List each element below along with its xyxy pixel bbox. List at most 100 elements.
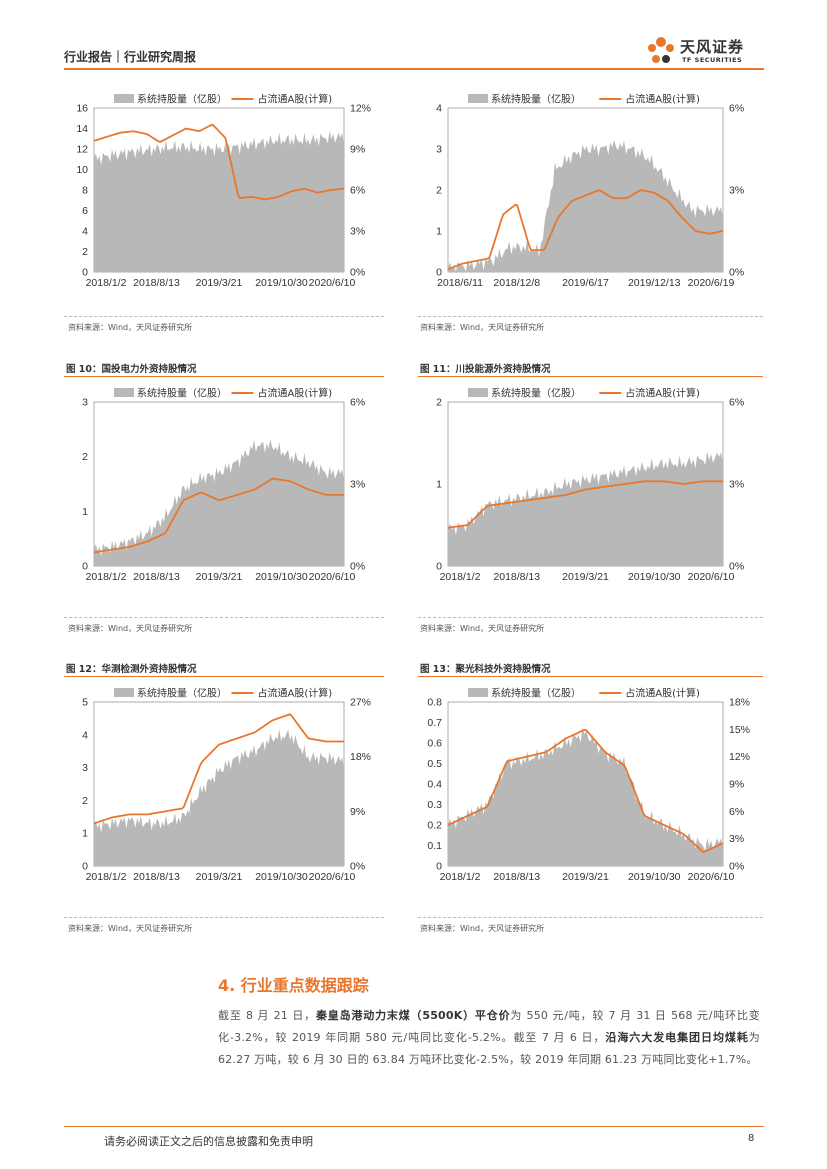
y-tick-label: 16 — [76, 103, 88, 115]
source-rule — [64, 917, 384, 918]
series-area-holdings — [448, 140, 723, 272]
chart-svg: 0 0.1 0.2 0.3 0.4 0.5 0.6 0.7 0.8 0% 3% 6% 9% 12% 15% 1… — [427, 687, 750, 884]
chart-top-right: 0 1 2 3 4 0% 3% 6% 2018/6/11 2018/12/8 2019/6/17 20… — [418, 90, 763, 300]
source-note: 资料来源：Wind，天风证券研究所 — [420, 924, 545, 933]
series-line-ratio — [447, 189, 724, 271]
y-tick-label: 0.3 — [427, 799, 442, 811]
y2-tick-label: 0% — [729, 267, 744, 279]
x-tick-label: 2018/1/2 — [86, 571, 127, 583]
chart-figure-12: 0 1 2 3 4 5 0% 9% 18% 27% 2018/1/2 2018/8/13 2019/3/… — [64, 684, 384, 894]
x-tick-label: 2018/8/13 — [133, 571, 180, 583]
y-tick-label: 2 — [82, 246, 88, 258]
y-tick-label: 3 — [82, 397, 88, 409]
chart-svg: 0 1 2 0% 3% 6% 2018/1/2 2018/8/13 2019/3/21 2019/… — [436, 387, 744, 584]
legend-label: 占流通A股(计算) — [258, 93, 333, 106]
chart-svg: 0 1 2 3 0% 3% 6% 2018/1/2 2018/8/13 2019/3/21 2019… — [82, 387, 365, 584]
y2-tick-label: 0% — [729, 561, 744, 573]
legend-swatch-area — [114, 94, 134, 103]
section-title: 4. 行业重点数据跟踪 — [218, 976, 369, 995]
y-tick-label: 5 — [82, 697, 88, 709]
logo-subtitle: TF SECURITIES — [682, 56, 743, 64]
legend-label: 占流通A股(计算) — [625, 93, 700, 106]
bold-text-run: 沿海六大发电集团日均煤耗 — [605, 1031, 749, 1044]
x-tick-label: 2018/1/2 — [440, 571, 481, 583]
x-tick-label: 2020/6/10 — [309, 571, 356, 583]
y-tick-label: 0.6 — [427, 738, 442, 750]
y-tick-label: 0 — [436, 267, 442, 279]
series-area-holdings — [94, 728, 344, 866]
y2-tick-label: 6% — [729, 103, 744, 115]
y-tick-label: 0 — [436, 561, 442, 573]
series-line-ratio — [447, 480, 723, 529]
y2-tick-label: 27% — [350, 697, 371, 709]
source-rule — [418, 617, 763, 618]
series-area-holdings — [448, 728, 723, 866]
y-tick-label: 0 — [82, 561, 88, 573]
chart-figure-10: 0 1 2 3 0% 3% 6% 2018/1/2 2018/8/13 2019/3/21 2019… — [64, 384, 384, 594]
y-tick-label: 0 — [82, 861, 88, 873]
legend-label: 占流通A股(计算) — [625, 687, 700, 700]
y2-tick-label: 12% — [729, 751, 750, 763]
source-rule — [64, 316, 384, 317]
y-tick-label: 14 — [76, 123, 88, 135]
y-tick-label: 2 — [82, 795, 88, 807]
y-tick-label: 0 — [436, 861, 442, 873]
figure-rule — [418, 376, 763, 377]
x-tick-label: 2020/6/10 — [309, 871, 356, 883]
figure-rule — [64, 676, 384, 677]
y-tick-label: 0.8 — [427, 697, 442, 709]
y2-tick-label: 6% — [350, 397, 365, 409]
y-tick-label: 0.1 — [427, 840, 442, 852]
source-note: 资料来源：Wind，天风证券研究所 — [68, 924, 193, 933]
chart-top-left: 0 2 4 6 8 10 12 14 16 0% 3% 6% 9% 12% 2018/1/2 2018/8/1… — [64, 90, 384, 300]
section-paragraph: 截至 8 月 21 日，秦皇岛港动力末煤（5500K）平仓价为 550 元/吨，… — [218, 1005, 760, 1071]
y-tick-label: 4 — [436, 103, 442, 115]
legend-label: 占流通A股(计算) — [258, 687, 333, 700]
x-tick-label: 2019/3/21 — [562, 871, 609, 883]
legend-label: 占流通A股(计算) — [258, 387, 333, 400]
y2-tick-label: 3% — [729, 479, 744, 491]
series-line-ratio — [93, 477, 344, 554]
bold-text-run: 秦皇岛港动力末煤（5500K）平仓价 — [315, 1009, 511, 1022]
y-tick-label: 3 — [436, 144, 442, 156]
y-tick-label: 12 — [76, 144, 88, 156]
chart-figure-11: 0 1 2 0% 3% 6% 2018/1/2 2018/8/13 2019/3/21 2019/… — [418, 384, 763, 594]
chart-svg: 0 1 2 3 4 5 0% 9% 18% 27% 2018/1/2 2018/8/13 2019/3/… — [82, 687, 371, 884]
logo-name: 天风证券 — [680, 38, 745, 56]
series-line-ratio — [447, 728, 724, 854]
figure-12-title: 图 12：华测检测外资持股情况 — [66, 664, 197, 675]
x-tick-label: 2019/3/21 — [196, 277, 243, 289]
y2-tick-label: 0% — [729, 861, 744, 873]
series-area-holdings — [448, 451, 723, 566]
text-run: 为 550 元/吨，较 7 月 31 日 568 元/吨环比变化-3.2%，较 … — [218, 1009, 760, 1044]
x-tick-label: 2019/3/21 — [196, 871, 243, 883]
page-header: 行业报告｜行业研究周报 天风证券 TF SECURITIES — [64, 37, 764, 72]
x-tick-label: 2020/6/10 — [688, 571, 735, 583]
source-note: 资料来源：Wind，天风证券研究所 — [420, 323, 545, 332]
y-tick-label: 0.5 — [427, 758, 442, 770]
chart-svg: 0 1 2 3 4 0% 3% 6% 2018/6/11 2018/12/8 2019/6/17 20… — [436, 93, 744, 290]
y2-tick-label: 6% — [729, 806, 744, 818]
y2-tick-label: 9% — [350, 144, 365, 156]
y-tick-label: 2 — [436, 397, 442, 409]
y-tick-label: 0.2 — [427, 820, 442, 832]
y2-tick-label: 18% — [350, 751, 371, 763]
y-tick-label: 2 — [436, 185, 442, 197]
y2-tick-label: 15% — [729, 724, 750, 736]
source-note: 资料来源：Wind，天风证券研究所 — [68, 323, 193, 332]
figure-rule — [418, 676, 763, 677]
chart-svg: 0 2 4 6 8 10 12 14 16 0% 3% 6% 9% 12% 2018/1/2 2018/8/1… — [76, 93, 371, 290]
source-rule — [418, 316, 763, 317]
x-tick-label: 2018/1/2 — [86, 277, 127, 289]
legend-swatch-area — [114, 688, 134, 697]
x-tick-label: 2019/10/30 — [628, 871, 681, 883]
legend-label: 系统持股量（亿股） — [491, 387, 581, 400]
y2-tick-label: 9% — [729, 779, 744, 791]
y2-tick-label: 6% — [350, 185, 365, 197]
legend-swatch-area — [114, 388, 134, 397]
x-tick-label: 2020/6/10 — [309, 277, 356, 289]
header-rule — [64, 68, 764, 70]
x-tick-label: 2019/10/30 — [255, 571, 308, 583]
y-tick-label: 1 — [436, 479, 442, 491]
series-line-ratio — [93, 123, 345, 201]
